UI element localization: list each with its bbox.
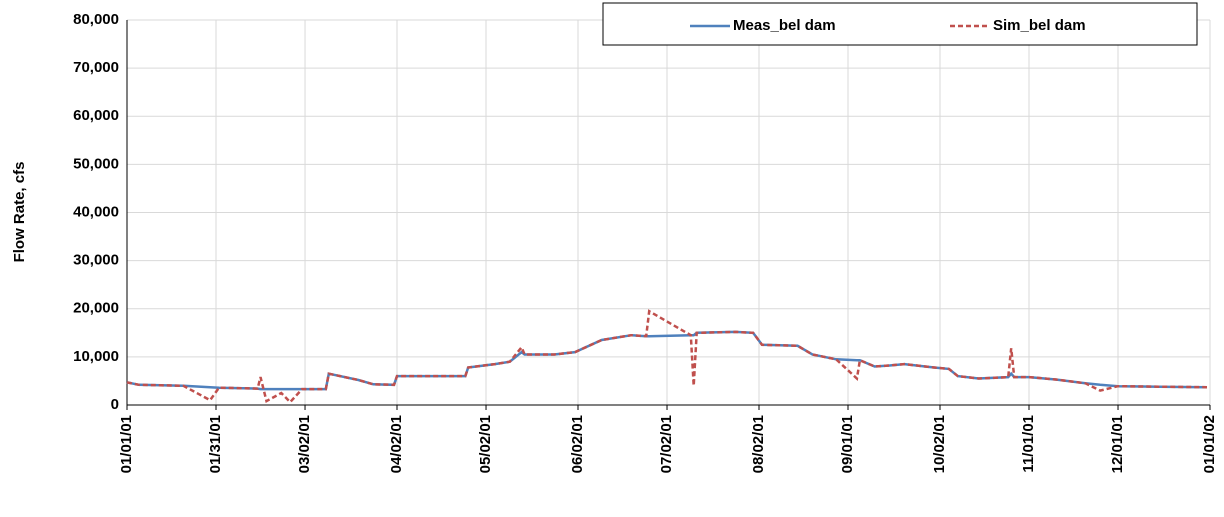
legend-label: Meas_bel dam <box>733 17 836 34</box>
x-tick-label: 12/01/01 <box>1109 415 1126 473</box>
y-tick-label: 80,000 <box>73 11 119 28</box>
y-tick-label: 50,000 <box>73 155 119 172</box>
y-tick-label: 10,000 <box>73 348 119 365</box>
y-axis-label: Flow Rate, cfs <box>11 162 28 263</box>
x-tick-label: 04/02/01 <box>388 415 405 473</box>
legend-label: Sim_bel dam <box>993 17 1086 34</box>
y-tick-label: 30,000 <box>73 252 119 269</box>
legend-box <box>602 2 1198 46</box>
x-tick-label: 01/01/02 <box>1201 415 1218 473</box>
y-tick-label: 20,000 <box>73 300 119 317</box>
y-tick-label: 60,000 <box>73 107 119 124</box>
y-tick-label: 70,000 <box>73 59 119 76</box>
x-tick-label: 03/02/01 <box>296 415 313 473</box>
series-line <box>126 309 1208 404</box>
y-tick-label: 0 <box>111 396 119 413</box>
x-tick-label: 01/31/01 <box>207 415 224 473</box>
x-tick-label: 11/01/01 <box>1020 415 1037 473</box>
x-tick-label: 10/02/01 <box>931 415 948 473</box>
x-tick-label: 09/01/01 <box>839 415 856 473</box>
x-tick-label: 01/01/01 <box>118 415 135 473</box>
x-tick-label: 08/02/01 <box>750 415 767 473</box>
x-tick-label: 07/02/01 <box>658 415 675 473</box>
x-tick-label: 05/02/01 <box>477 415 494 473</box>
y-tick-label: 40,000 <box>73 203 119 220</box>
x-tick-label: 06/02/01 <box>569 415 586 473</box>
